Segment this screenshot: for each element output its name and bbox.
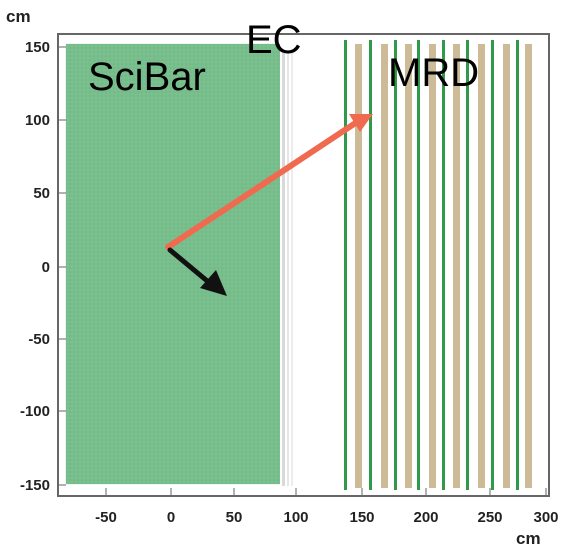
x-tick-label: 150 (349, 509, 374, 526)
red-track-arrowhead (349, 114, 373, 132)
mrd-scint-plane (503, 44, 510, 488)
mrd-scint-plane (381, 44, 388, 488)
mrd-iron-plane (516, 40, 519, 490)
mrd-scint-plane (429, 44, 436, 488)
black-track-arrowhead (200, 270, 227, 296)
mrd-region (344, 40, 532, 490)
red-track (165, 117, 363, 250)
x-tick-label: 50 (226, 509, 243, 526)
mrd-iron-plane (344, 40, 347, 490)
x-tick-label: -50 (95, 509, 117, 526)
x-tick-label: 300 (533, 509, 558, 526)
y-tick-label: 100 (25, 112, 50, 129)
mrd-scint-plane (453, 44, 460, 488)
mrd-iron-plane (491, 40, 494, 490)
ec-label: EC (246, 18, 302, 62)
mrd-scint-plane (478, 44, 485, 488)
mrd-scint-plane (525, 44, 532, 488)
black-track (167, 247, 215, 288)
mrd-iron-plane (466, 40, 469, 490)
y-tick-label: 150 (25, 39, 50, 56)
y-tick-label: 50 (33, 185, 50, 202)
x-tick-label: 0 (167, 509, 175, 526)
mrd-iron-plane (394, 40, 397, 490)
mrd-iron-plane (442, 40, 445, 490)
mrd-iron-plane (369, 40, 372, 490)
mrd-scint-plane (355, 44, 362, 488)
y-tick-label: -150 (20, 477, 50, 494)
scibar-label: SciBar (88, 55, 206, 99)
mrd-scint-plane (405, 44, 412, 488)
y-axis-unit: cm (6, 7, 31, 26)
x-tick-label: 200 (413, 509, 438, 526)
y-axis-ticks: 150 100 50 0 -50 -100 -150 (20, 39, 66, 494)
y-tick-label: -100 (20, 403, 50, 420)
x-tick-label: 250 (477, 509, 502, 526)
x-tick-label: 100 (283, 509, 308, 526)
ec-region (282, 50, 293, 486)
x-axis-ticks: -50 0 50 100 150 200 250 300 (95, 488, 559, 526)
x-axis-unit: cm (516, 529, 541, 548)
y-tick-label: -50 (28, 331, 50, 348)
mrd-iron-plane (417, 40, 420, 490)
mrd-label: MRD (388, 51, 479, 95)
y-tick-label: 0 (42, 259, 50, 276)
